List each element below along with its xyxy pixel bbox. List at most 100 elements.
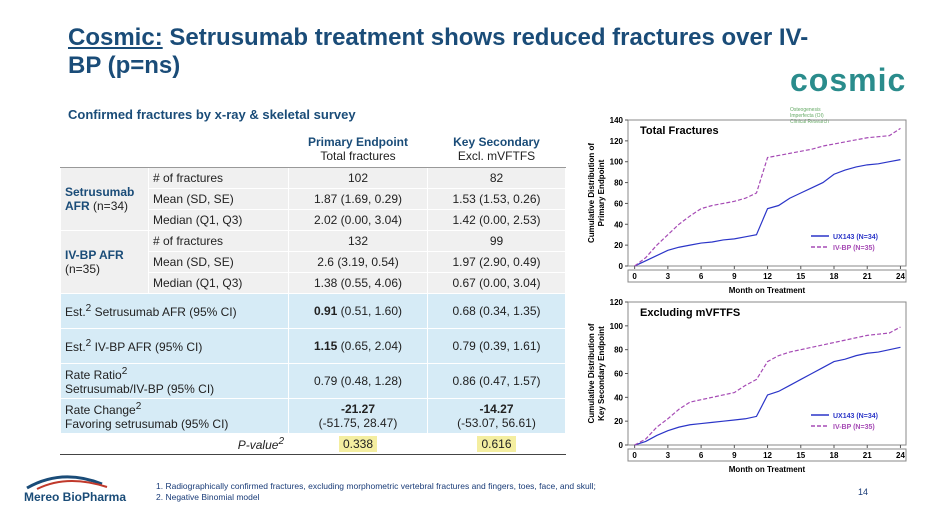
estimate: -21.27 [340,402,376,416]
brand: Cosmic: [68,24,163,51]
label: Rate Ratio [65,368,122,382]
x-tick-label: 0 [632,272,637,281]
row-label: Mean (SD, SE) [148,188,289,210]
label: Est. [65,305,86,319]
estimate-cell: 0.79 (0.39, 1.61) [427,328,566,364]
chart-title: Excluding mVFTFS [640,307,740,319]
estimate: -14.27 [479,402,514,416]
x-tick-label: 9 [732,272,737,281]
label: Est. [65,340,86,354]
group-label: IV-BP AFR (n=35) [60,230,149,294]
estimate: 0.79 [313,374,338,388]
superscript: 2 [121,366,128,377]
x-tick-label: 18 [830,451,839,460]
x-tick-label: 24 [896,451,905,460]
estimate-cell: 0.79 (0.48, 1.28) [288,363,428,399]
x-tick-label: 21 [863,451,872,460]
ci: (0.51, 1.60) [340,304,403,318]
company-name: Mereo BioPharma [24,490,127,504]
y-tick-label: 120 [610,137,624,146]
x-tick-label: 0 [632,451,637,460]
pvalue: 0.616 [477,436,516,452]
estimate-row: Est.2 IV-BP AFR (95% CI) 1.15 (0.65, 2.04… [60,328,566,364]
estimate: 0.91 [313,304,338,318]
label: Rate Change [65,403,136,417]
group-n: (n=35) [65,262,101,276]
ci: (-53.07, 56.61) [457,416,536,430]
data-row: Setrusumab AFR (n=34) # of fractures 102 82 [60,167,566,231]
column-name: Primary Endpoint [307,135,408,149]
page-number: 14 [858,487,869,497]
logo-name: cosmic [790,62,907,98]
group-name: IV-BP AFR [65,248,124,262]
y-tick-label: 40 [614,393,623,402]
footnote: 2. Negative Binomial model [156,492,260,502]
x-tick-label: 9 [732,451,737,460]
row-label: Mean (SD, SE) [148,251,289,273]
cell: 1.38 (0.55, 4.06) [288,272,428,294]
x-tick-label: 18 [830,272,839,281]
data-row: Median (Q1, Q3) 1.38 (0.55, 4.06) 0.67 (0.… [61,272,566,294]
x-tick-label: 24 [896,272,905,281]
label-rest: Favoring setrusumab (95% CI) [65,417,229,431]
x-axis-label: Month on Treatment [729,286,806,295]
x-tick-label: 12 [763,451,772,460]
y-tick-label: 40 [614,220,623,229]
y-tick-label: 80 [614,346,623,355]
superscript: 2 [85,303,92,314]
cell: 2.6 (3.19, 0.54) [288,251,428,273]
x-tick-label: 21 [863,272,872,281]
superscript: 2 [135,401,142,412]
y-tick-label: 0 [619,441,624,450]
estimate-label: Rate Change2 Favoring setrusumab (95% CI… [60,398,289,434]
row-label: Median (Q1, Q3) [148,209,289,231]
footnotes: 1. Radiographically confirmed fractures,… [156,481,596,503]
estimate-cell: -21.27 (-51.75, 28.47) [288,398,428,434]
label: P-value [237,438,279,452]
legend-label: IV-BP (N=35) [833,424,875,431]
x-tick-row [627,448,907,462]
data-row: Mean (SD, SE) 1.87 (1.69, 0.29) 1.53 (1.53… [61,188,566,210]
pvalue-cell: 0.616 [427,433,566,455]
cell: 99 [427,230,566,252]
cell: 1.53 (1.53, 0.26) [427,188,566,210]
y-tick-label: 80 [614,179,623,188]
estimate: 0.68 [452,304,476,318]
footnote: 1. Radiographically confirmed fractures,… [156,481,596,491]
x-tick-label: 12 [763,272,772,281]
blank [148,130,289,168]
logo-tagline: Osteogenesis Imperfecta (OI) Clinical Re… [790,107,829,125]
slide-title: Cosmic: Setrusumab treatment shows reduc… [68,24,828,80]
cell: 1.97 (2.90, 0.49) [427,251,566,273]
y-axis-label: Key Secondary Endpoint [597,326,606,421]
group-name: Setrusumab AFR [65,185,135,213]
estimate-cell: -14.27 (-53.07, 56.61) [427,398,566,434]
estimate-row: Est.2 Setrusumab AFR (95% CI) 0.91 (0.51,… [60,293,566,329]
x-axis-label: Month on Treatment [729,465,806,474]
y-axis-label: Cumulative Distribution of [587,323,596,423]
pvalue: 0.338 [338,436,378,452]
estimate: 1.15 [313,339,338,353]
x-tick-label: 15 [796,272,805,281]
estimate-label: Rate Ratio2 Setrusumab/IV-BP (95% CI) [60,363,289,399]
x-tick-label: 6 [699,272,704,281]
series-line [634,127,901,267]
ci: (0.34, 1.35) [479,304,541,318]
series-line [634,346,901,446]
ci: (0.39, 1.61) [479,339,541,353]
estimate-row: Rate Ratio2 Setrusumab/IV-BP (95% CI) 0.7… [60,363,566,399]
superscript: 2 [278,436,284,447]
y-tick-label: 100 [610,158,624,167]
title-text: Setrusumab treatment shows reduced fract… [68,24,809,79]
cosmic-logo: cosmic Osteogenesis Imperfecta (OI) Clin… [790,62,931,125]
y-tick-label: 60 [614,199,623,208]
ci: (0.48, 1.28) [340,374,403,388]
x-tick-label: 15 [796,451,805,460]
group-n: (n=34) [93,199,129,213]
estimate-label: Est.2 Setrusumab AFR (95% CI) [60,293,289,329]
group-label: Setrusumab AFR (n=34) [60,167,149,231]
estimate: 0.86 [452,374,476,388]
pvalue-row: P-value2 0.338 0.616 [60,433,566,455]
pvalue-label: P-value2 [60,433,289,455]
